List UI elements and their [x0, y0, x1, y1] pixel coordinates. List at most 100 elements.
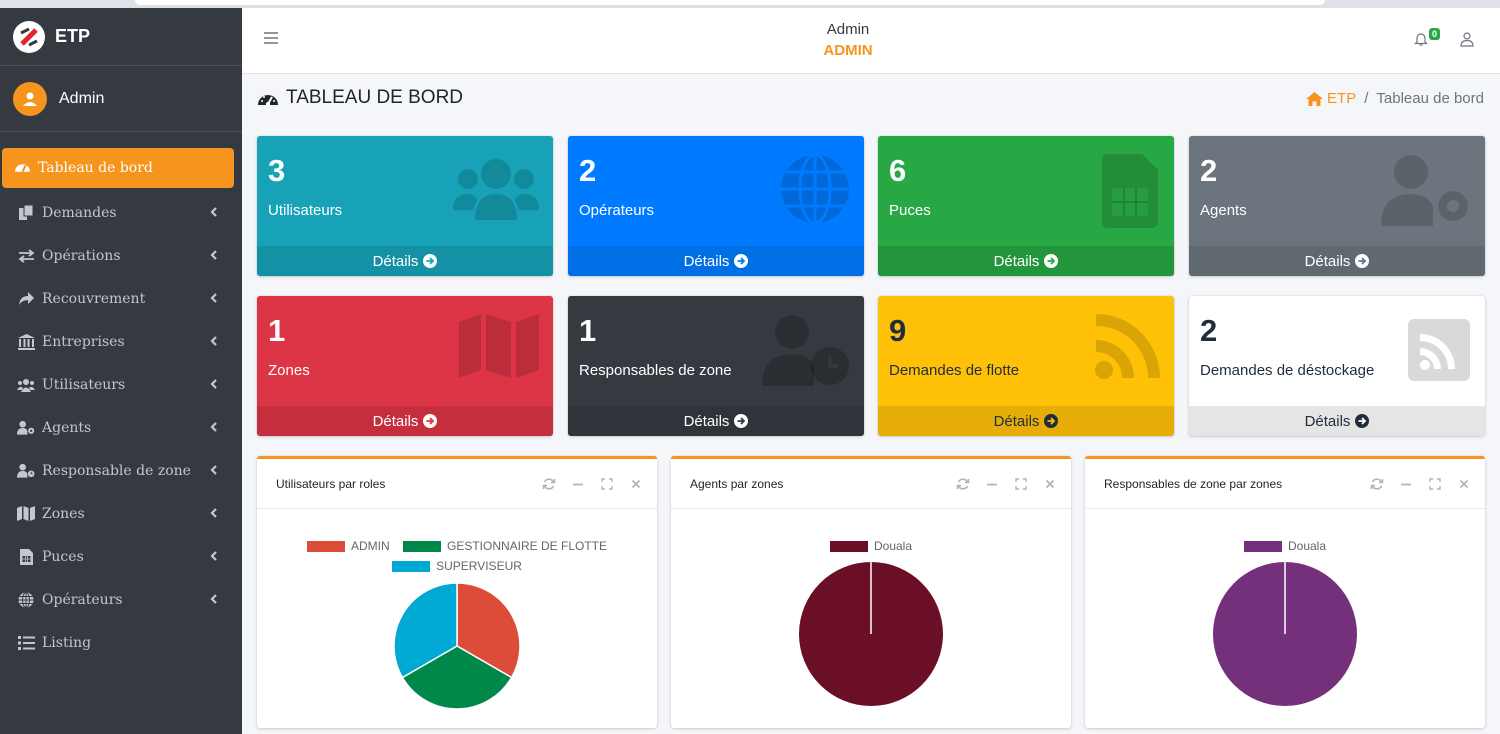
card-header: Agents par zones: [671, 459, 1071, 509]
details-label: Détails: [683, 252, 730, 270]
box-agents: 2 Agents Détails: [1189, 136, 1485, 276]
brand-name: ETP: [55, 26, 91, 46]
legend-swatch: [829, 540, 868, 552]
card-utilisateurs-par-roles: Utilisateurs par roles ADMIN GESTIONNAIR…: [257, 456, 657, 728]
box-value: 3: [268, 153, 286, 188]
close-icon[interactable]: [1457, 477, 1471, 491]
hamburger-icon[interactable]: [264, 32, 278, 44]
role-value: ADMIN: [823, 42, 873, 59]
bell-icon[interactable]: [1414, 32, 1428, 46]
sidebar-item-responsable-de-zone[interactable]: Responsable de zone: [0, 449, 242, 492]
legend-item[interactable]: SUPERVISEUR: [392, 559, 522, 573]
box-value: 1: [579, 313, 597, 348]
maximize-icon[interactable]: [600, 477, 614, 491]
sidebar-item-operations[interactable]: Opérations: [0, 234, 242, 277]
card-tools: [1355, 477, 1471, 491]
arrow-circle-right-icon: [734, 414, 749, 428]
sidebar-item-listing[interactable]: Listing: [0, 621, 242, 664]
sidebar-item-entreprises[interactable]: Entreprises: [0, 320, 242, 363]
box-operateurs: 2 Opérateurs Détails: [568, 136, 864, 276]
sidebar-item-operateurs[interactable]: Opérateurs: [0, 578, 242, 621]
details-label: Détails: [372, 412, 419, 430]
sidebar-item-label: Opérations: [42, 247, 121, 264]
close-icon[interactable]: [1043, 477, 1057, 491]
arrow-circle-right-icon: [734, 254, 749, 268]
role-label: Admin: [826, 21, 870, 38]
sidebar-item-demandes[interactable]: Demandes: [0, 191, 242, 234]
legend-item[interactable]: ADMIN: [306, 539, 390, 553]
user-menu-icon[interactable]: [1460, 32, 1474, 47]
users-icon: [17, 376, 35, 394]
card-agents-par-zones: Agents par zones Douala: [671, 456, 1071, 728]
chevron-left-icon: [210, 551, 217, 561]
box-details-link[interactable]: Détails: [568, 406, 864, 436]
box-details-link[interactable]: Détails: [568, 246, 864, 276]
minimize-icon[interactable]: [571, 477, 585, 491]
legend-item[interactable]: GESTIONNAIRE DE FLOTTE: [402, 539, 607, 553]
globe-icon: [17, 591, 35, 609]
box-responsables-de-zone: 1 Responsables de zone Détails: [568, 296, 864, 436]
user-cog-icon: [17, 419, 35, 437]
sidebar-item-label: Agents: [42, 419, 92, 436]
sidebar-item-utilisateurs[interactable]: Utilisateurs: [0, 363, 242, 406]
arrow-circle-right-icon: [1355, 254, 1370, 268]
chevron-left-icon: [210, 594, 217, 604]
pie-slice[interactable]: [456, 582, 521, 679]
maximize-icon[interactable]: [1014, 477, 1028, 491]
sidebar-item-tableau-de-bord[interactable]: Tableau de bord: [2, 148, 234, 188]
rss-square-icon: [1408, 319, 1470, 381]
refresh-icon[interactable]: [956, 477, 970, 491]
user-panel[interactable]: Admin: [0, 66, 242, 132]
legend-item[interactable]: Douala: [829, 539, 912, 553]
card-responsables-de-zone-par-zones: Responsables de zone par zones Douala: [1085, 456, 1485, 728]
sidebar-item-puces[interactable]: Puces: [0, 535, 242, 578]
card-tools: [527, 477, 643, 491]
refresh-icon[interactable]: [542, 477, 556, 491]
minimize-icon[interactable]: [1399, 477, 1413, 491]
minimize-icon[interactable]: [985, 477, 999, 491]
box-value: 6: [889, 153, 907, 188]
sidebar-item-label: Listing: [42, 634, 92, 651]
arrow-circle-right-icon: [423, 414, 438, 428]
box-details-link[interactable]: Détails: [1189, 246, 1485, 276]
role-display: Admin ADMIN: [802, 21, 894, 59]
card-title: Utilisateurs par roles: [276, 476, 386, 491]
box-label: Zones: [268, 362, 310, 379]
sidebar-item-label: Opérateurs: [42, 591, 123, 608]
sidebar-item-recouvrement[interactable]: Recouvrement: [0, 277, 242, 320]
arrow-circle-right-icon: [1044, 414, 1059, 428]
brand[interactable]: ETP: [0, 8, 242, 66]
legend-label: SUPERVISEUR: [436, 559, 522, 573]
box-details-link[interactable]: Détails: [878, 406, 1174, 436]
details-label: Détails: [1304, 412, 1351, 430]
maximize-icon[interactable]: [1428, 477, 1442, 491]
browser-strip: [0, 0, 1500, 8]
legend-item[interactable]: Douala: [1243, 539, 1326, 553]
breadcrumb-home-label: ETP: [1327, 90, 1357, 107]
pie-slice[interactable]: [393, 582, 458, 679]
card-header: Responsables de zone par zones: [1085, 459, 1485, 509]
globe-icon: [781, 154, 849, 224]
sidebar-item-label: Puces: [42, 548, 84, 565]
breadcrumb-current: Tableau de bord: [1376, 90, 1484, 107]
arrow-circle-right-icon: [1044, 254, 1059, 268]
refresh-icon[interactable]: [1370, 477, 1384, 491]
box-label: Utilisateurs: [268, 202, 343, 219]
breadcrumb-home[interactable]: ETP: [1306, 90, 1356, 107]
box-details-link[interactable]: Détails: [257, 406, 553, 436]
box-details-link[interactable]: Détails: [878, 246, 1174, 276]
card-title: Agents par zones: [690, 476, 784, 491]
notification-badge: 0: [1429, 28, 1441, 40]
tachometer-icon: [258, 94, 278, 106]
address-bar[interactable]: [135, 0, 1325, 5]
avatar: [13, 81, 47, 116]
close-icon[interactable]: [629, 477, 643, 491]
sidebar-item-agents[interactable]: Agents: [0, 406, 242, 449]
sidebar-item-zones[interactable]: Zones: [0, 492, 242, 535]
sidebar-item-label: Entreprises: [42, 333, 125, 350]
box-label: Puces: [889, 202, 931, 219]
sim-icon: [1102, 154, 1158, 228]
box-details-link[interactable]: Détails: [257, 246, 553, 276]
box-details-link[interactable]: Détails: [1189, 406, 1485, 436]
share-icon: [17, 290, 35, 308]
